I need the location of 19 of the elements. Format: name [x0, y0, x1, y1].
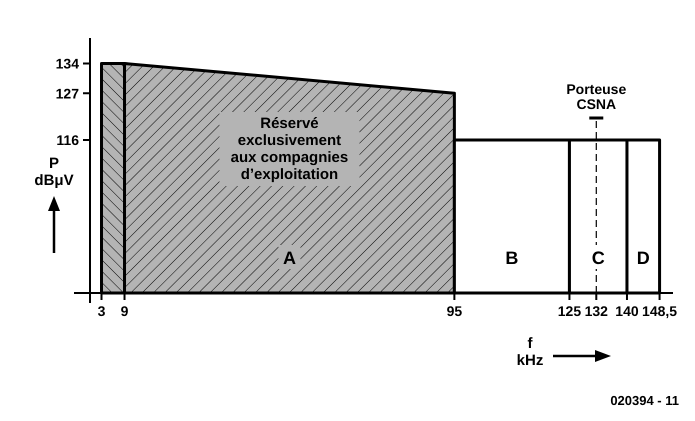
y-tick-label: 134 [56, 56, 80, 72]
y-axis-title: P dBμV [34, 155, 74, 189]
ref-line-label: Porteuse CSNA [566, 81, 626, 112]
x-tick-label: 132 [584, 303, 608, 319]
x-tick-label: 9 [120, 303, 129, 319]
x-tick-label: 140 [615, 303, 639, 319]
x-tick-label: 125 [558, 303, 582, 319]
series-label: D [636, 248, 650, 268]
x-axis-title: f kHz [516, 335, 544, 369]
x-tick-label: 3 [98, 303, 106, 319]
series-label: C [592, 248, 605, 268]
x-tick-label: 148,5 [642, 303, 678, 319]
series-label: A [282, 248, 296, 268]
series-label: B [505, 248, 518, 268]
x-tick-label: 95 [446, 303, 462, 319]
y-tick-label: 116 [56, 132, 80, 148]
text: 020394 - 11 [610, 393, 679, 408]
annotation: Réservé exclusivement aux compagnies d’exploitation [230, 115, 348, 183]
y-tick-label: 127 [56, 85, 80, 102]
